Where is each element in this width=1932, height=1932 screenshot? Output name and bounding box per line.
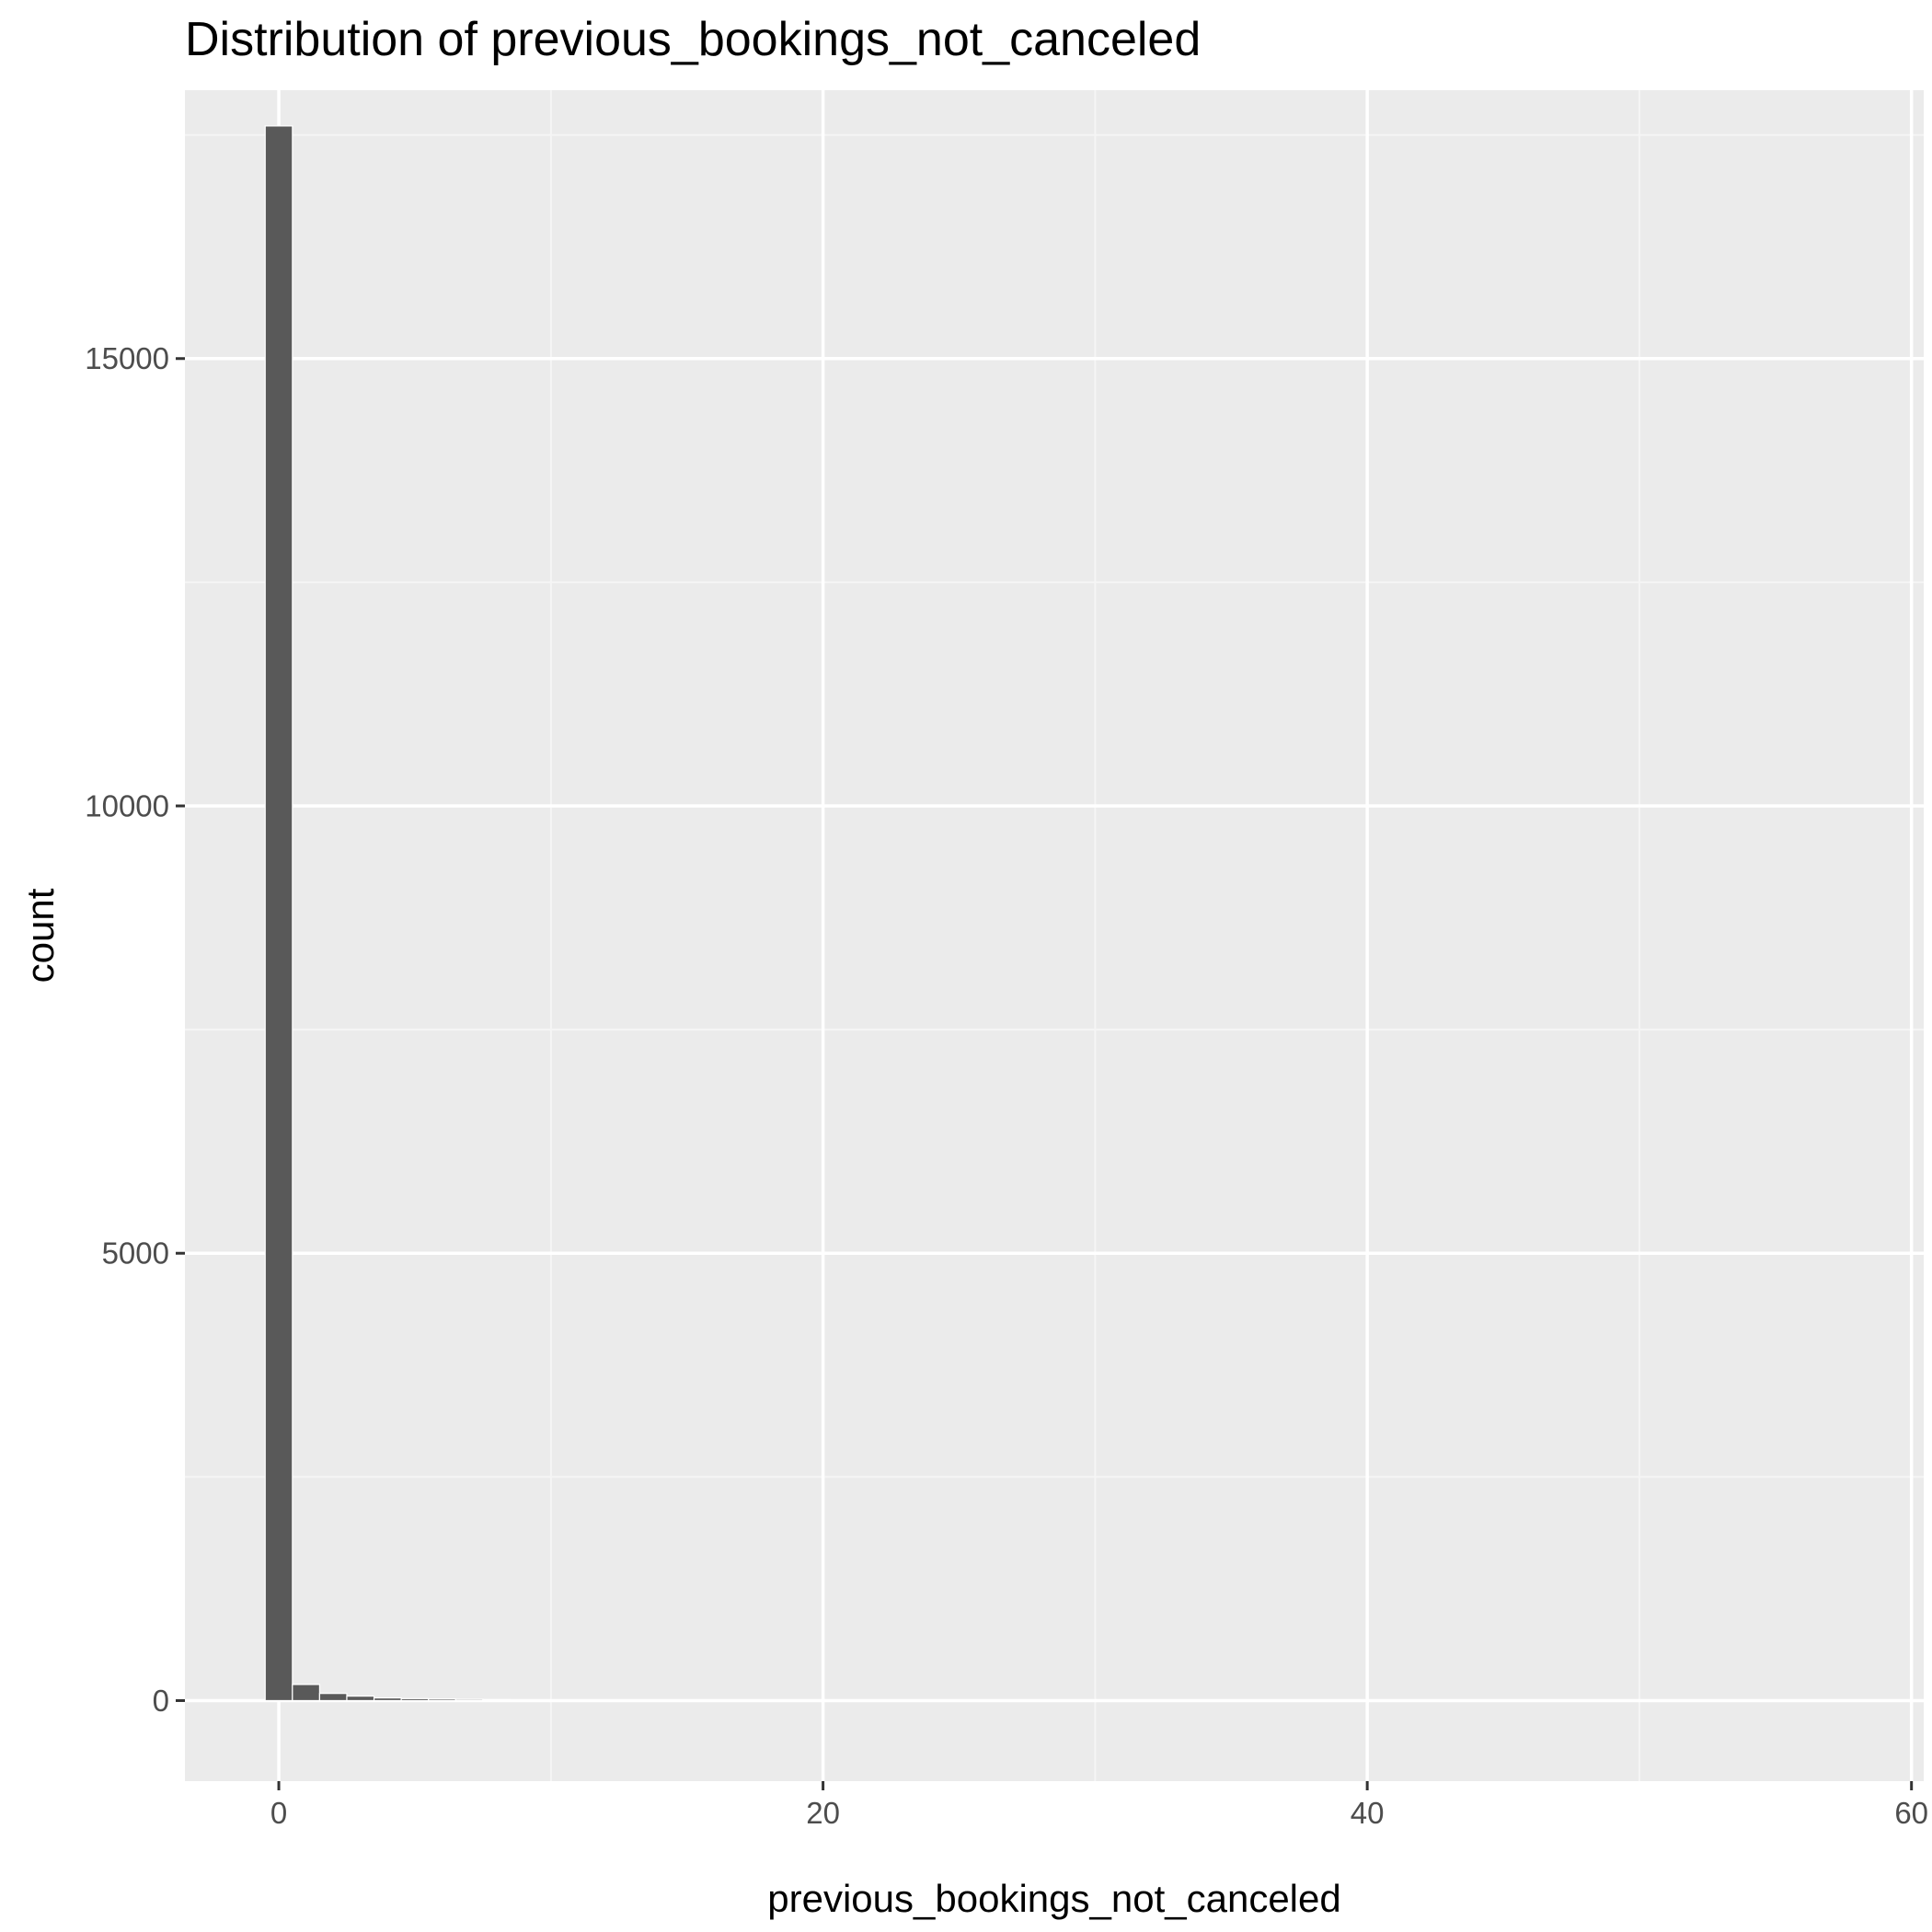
x-tick-label: 40 [1351,1796,1385,1830]
x-axis: 0 20 40 60 [270,1781,1928,1830]
x-tick-label: 20 [806,1796,840,1830]
histogram-bar [482,1698,512,1702]
histogram-bar [591,1699,620,1702]
histogram-bar [509,1699,538,1702]
histogram-bar [373,1696,402,1702]
histogram-bar [264,125,293,1702]
histogram-bar [346,1696,375,1702]
y-tick-label: 15000 [85,341,169,375]
x-tick-label: 60 [1894,1796,1928,1830]
chart-title: Distribution of previous_bookings_not_ca… [185,13,1201,66]
histogram-bar [454,1698,484,1702]
x-axis-title: previous_bookings_not_canceled [767,1877,1340,1920]
histogram-bar [536,1699,566,1702]
y-tick-label: 0 [153,1684,169,1718]
histogram-bar [400,1697,430,1702]
histogram-bar [618,1699,647,1702]
histogram-bars [264,125,1871,1702]
y-tick-label: 10000 [85,788,169,822]
histogram-bar [318,1693,348,1702]
minor-gridlines [185,90,1924,1781]
y-tick-label: 5000 [102,1236,169,1271]
histogram-bar [564,1699,592,1702]
x-tick-label: 0 [270,1796,287,1830]
y-axis: 0 5000 10000 15000 [85,341,185,1718]
histogram-bar [292,1684,321,1702]
histogram-bar [428,1698,456,1702]
plot-panel [185,90,1924,1781]
y-axis-title: count [18,888,62,983]
